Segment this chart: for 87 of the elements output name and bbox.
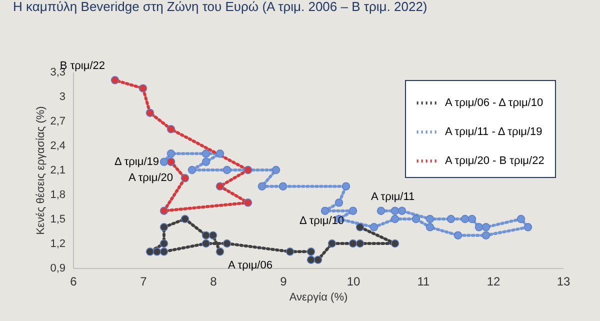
point	[160, 206, 168, 215]
point	[314, 256, 322, 264]
point	[222, 239, 232, 248]
point	[188, 166, 196, 174]
point	[160, 248, 168, 256]
point	[370, 223, 378, 232]
point	[216, 182, 224, 190]
point	[110, 76, 120, 84]
point	[160, 223, 168, 232]
point	[272, 166, 280, 174]
point	[222, 166, 232, 174]
point	[474, 223, 484, 232]
point	[202, 150, 210, 158]
point	[258, 182, 266, 190]
legend-label: Α τριμ/11 - Δ τριμ/19	[445, 126, 542, 138]
point	[482, 231, 490, 240]
y-tick-label: 3,3	[50, 66, 66, 78]
legend-label: Α τριμ/20 - Β τριμ/22	[445, 155, 544, 167]
y-axis-title: Κενές θέσεις εργασίας (%)	[35, 106, 48, 235]
point	[334, 198, 344, 207]
point	[460, 214, 470, 224]
point	[278, 182, 288, 190]
point	[202, 158, 210, 166]
point	[202, 239, 210, 248]
point	[216, 248, 224, 256]
point	[286, 248, 294, 256]
point	[356, 223, 364, 232]
point	[328, 239, 336, 248]
x-axis-title: Ανεργία (%)	[289, 292, 348, 304]
point	[160, 158, 168, 166]
point	[342, 182, 350, 190]
point	[320, 206, 330, 215]
point	[412, 214, 420, 224]
point	[468, 214, 476, 224]
point	[216, 150, 224, 158]
x-tick-label: 11	[417, 274, 430, 288]
annotation: Α τριμ/11	[371, 190, 415, 203]
x-tick-label: 6	[70, 274, 78, 288]
point	[376, 206, 386, 215]
legend-label: Α τριμ/06 - Δ τριμ/10	[445, 97, 544, 109]
point	[398, 206, 406, 215]
point	[208, 231, 218, 240]
annotation: Δ τριμ/19	[114, 156, 159, 168]
y-tick-label: 1,2	[50, 238, 66, 250]
point	[454, 231, 462, 240]
x-tick-label: 13	[556, 274, 570, 288]
x-tick-label: 10	[346, 274, 360, 288]
annotation: Δ τριμ/10	[300, 215, 344, 228]
point	[202, 231, 210, 240]
x-tick-label: 7	[140, 274, 148, 288]
y-tick-label: 2,4	[50, 140, 66, 152]
point	[348, 206, 358, 215]
point	[160, 239, 168, 248]
y-tick-label: 1,5	[50, 214, 66, 226]
point	[524, 223, 532, 232]
point	[426, 223, 434, 232]
annotation: Α τριμ/20	[128, 172, 173, 184]
point	[356, 239, 364, 248]
x-tick-label: 8	[210, 274, 218, 288]
point	[348, 239, 358, 248]
point	[390, 206, 400, 215]
point	[166, 150, 176, 158]
point	[446, 214, 456, 224]
point	[516, 214, 526, 224]
y-tick-label: 3	[59, 91, 66, 103]
point	[306, 256, 316, 264]
point	[482, 223, 490, 232]
chart-title: Η καμπύλη Beveridge στη Ζώνη του Ευρώ (Α τριμ. 2006 – Β τριμ. 2022)	[13, 0, 428, 14]
point	[138, 84, 148, 92]
y-tick-label: 1,8	[50, 189, 66, 201]
y-tick-label: 2,1	[50, 164, 66, 176]
point	[180, 174, 190, 182]
point	[390, 214, 400, 224]
y-tick-label: 2,7	[50, 116, 66, 128]
point	[306, 248, 316, 256]
point	[152, 248, 162, 256]
y-tick-label: 0,9	[50, 262, 66, 274]
point	[146, 248, 154, 256]
point	[390, 239, 400, 248]
point	[244, 198, 252, 207]
point	[146, 108, 154, 117]
point	[426, 214, 434, 224]
x-tick-label: 12	[486, 274, 500, 288]
annotation: Α τριμ/06	[228, 260, 272, 272]
point	[166, 125, 176, 134]
point	[180, 214, 190, 224]
x-tick-label: 9	[280, 274, 288, 288]
